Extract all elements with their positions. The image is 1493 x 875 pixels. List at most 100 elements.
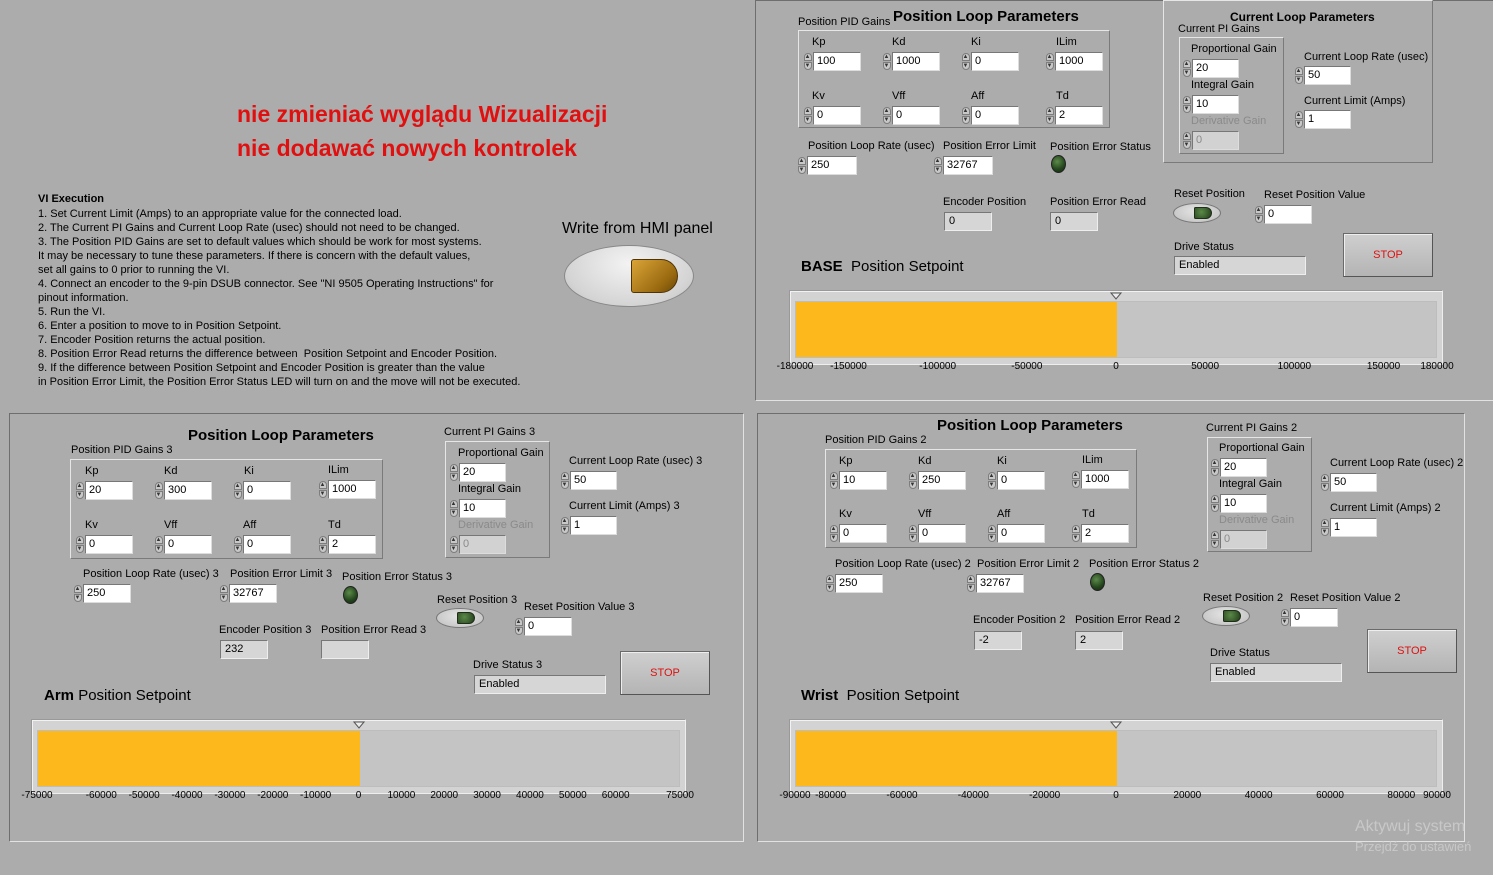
spinner-icon[interactable]: ▲ ▼: [987, 472, 996, 489]
base-reset-val-field[interactable]: ▲ ▼ 0: [1254, 205, 1312, 224]
write-hmi-toggle-button[interactable]: [564, 245, 694, 307]
spinner-icon[interactable]: ▲ ▼: [961, 53, 970, 70]
spinner-icon[interactable]: ▲ ▼: [233, 536, 242, 553]
spinner-icon[interactable]: ▲ ▼: [449, 500, 458, 517]
wrist-kd-field[interactable]: ▲ ▼ 250: [908, 471, 966, 490]
spinner-icon[interactable]: ▲ ▼: [825, 575, 834, 592]
arm-td-field[interactable]: ▲ ▼ 2: [318, 535, 376, 554]
wrist-ki-field[interactable]: ▲ ▼ 0: [987, 471, 1045, 490]
spinner-icon[interactable]: ▲ ▼: [1294, 67, 1303, 84]
spinner-icon[interactable]: ▲ ▼: [514, 618, 523, 635]
spinner-icon[interactable]: ▲ ▼: [154, 536, 163, 553]
base-stop-button[interactable]: STOP: [1343, 233, 1433, 277]
wrist-stop-button[interactable]: STOP: [1367, 629, 1457, 673]
spinner-icon[interactable]: ▲ ▼: [803, 107, 812, 124]
spinner-icon[interactable]: ▲ ▼: [987, 525, 996, 542]
arm-setpoint-slider[interactable]: -75000 -60000 -50000 -40000 -30000 -20000 -100…: [21, 719, 694, 801]
spinner-icon[interactable]: ▲ ▼: [560, 472, 569, 489]
base-int-gain-field[interactable]: ▲ ▼ 10: [1182, 95, 1239, 114]
slider-thumb-icon[interactable]: [352, 721, 365, 729]
arm-loop-rate-field[interactable]: ▲ ▼ 250: [73, 584, 131, 603]
spinner-icon[interactable]: ▲ ▼: [882, 107, 891, 124]
wrist-err-limit-field[interactable]: ▲ ▼ 32767: [966, 574, 1024, 593]
spinner-icon[interactable]: ▲ ▼: [73, 585, 82, 602]
base-setpoint-slider[interactable]: -180000 -150000 -100000 -50000 0 50000 100000 1…: [777, 290, 1454, 372]
arm-kv-field[interactable]: ▲ ▼ 0: [75, 535, 133, 554]
wrist-aff-field[interactable]: ▲ ▼ 0: [987, 524, 1045, 543]
spinner-icon[interactable]: ▲ ▼: [75, 536, 84, 553]
spinner-icon[interactable]: ▲ ▼: [1254, 206, 1263, 223]
base-cur-rate-field[interactable]: ▲ ▼ 50: [1294, 66, 1351, 85]
arm-kp-field[interactable]: ▲ ▼ 20: [75, 481, 133, 500]
spinner-icon[interactable]: ▲ ▼: [1045, 107, 1054, 124]
spinner-icon[interactable]: ▲ ▼: [219, 585, 228, 602]
spinner-icon[interactable]: ▲ ▼: [1210, 495, 1219, 512]
arm-kd-field[interactable]: ▲ ▼ 300: [154, 481, 212, 500]
arm-ilim-field[interactable]: ▲ ▼ 1000: [318, 480, 376, 499]
spinner-icon[interactable]: ▲ ▼: [1320, 519, 1329, 536]
wrist-vff-field[interactable]: ▲ ▼ 0: [908, 524, 966, 543]
wrist-cur-rate-field[interactable]: ▲ ▼ 50: [1320, 473, 1377, 492]
base-loop-rate-field[interactable]: ▲ ▼ 250: [797, 156, 857, 175]
slider-thumb-icon[interactable]: [1110, 721, 1122, 729]
wrist-prop-gain-field[interactable]: ▲ ▼ 20: [1210, 458, 1267, 477]
base-err-limit-field[interactable]: ▲ ▼ 32767: [933, 156, 993, 175]
spinner-icon[interactable]: ▲ ▼: [961, 107, 970, 124]
base-kv-field[interactable]: ▲ ▼ 0: [803, 106, 861, 125]
spinner-icon[interactable]: ▲ ▼: [560, 517, 569, 534]
wrist-setpoint-slider[interactable]: -90000 -80000 -60000 -40000 -20000 0 20000 4000…: [779, 719, 1451, 801]
spinner-icon[interactable]: ▲ ▼: [318, 536, 327, 553]
spinner-icon[interactable]: ▲ ▼: [908, 525, 917, 542]
arm-vff-field[interactable]: ▲ ▼ 0: [154, 535, 212, 554]
wrist-int-gain-field[interactable]: ▲ ▼ 10: [1210, 494, 1267, 513]
spinner-icon[interactable]: ▲ ▼: [1294, 111, 1303, 128]
base-kp-field[interactable]: ▲ ▼ 100: [803, 52, 861, 71]
base-ilim-field[interactable]: ▲ ▼ 1000: [1045, 52, 1103, 71]
arm-reset-pos-toggle[interactable]: [436, 608, 484, 628]
arm-cur-limit-field[interactable]: ▲ ▼ 1: [560, 516, 617, 535]
base-cur-limit-field[interactable]: ▲ ▼ 1: [1294, 110, 1351, 129]
spinner-icon[interactable]: ▲ ▼: [1320, 474, 1329, 491]
arm-reset-val-field[interactable]: ▲ ▼ 0: [514, 617, 572, 636]
spinner-icon[interactable]: ▲ ▼: [1045, 53, 1054, 70]
spinner-icon[interactable]: ▲ ▼: [154, 482, 163, 499]
spinner-icon[interactable]: ▲ ▼: [933, 157, 942, 174]
arm-stop-button[interactable]: STOP: [620, 651, 710, 695]
spinner-icon[interactable]: ▲ ▼: [1182, 60, 1191, 77]
arm-int-gain-field[interactable]: ▲ ▼ 10: [449, 499, 506, 518]
spinner-icon[interactable]: ▲ ▼: [882, 53, 891, 70]
wrist-kp-field[interactable]: ▲ ▼ 10: [829, 471, 887, 490]
spinner-icon[interactable]: ▲ ▼: [1071, 525, 1080, 542]
base-reset-pos-toggle[interactable]: [1173, 203, 1221, 223]
arm-prop-gain-field[interactable]: ▲ ▼ 20: [449, 463, 506, 482]
arm-cur-rate-field[interactable]: ▲ ▼ 50: [560, 471, 617, 490]
arm-aff-field[interactable]: ▲ ▼ 0: [233, 535, 291, 554]
base-prop-gain-field[interactable]: ▲ ▼ 20: [1182, 59, 1239, 78]
spinner-icon[interactable]: ▲ ▼: [75, 482, 84, 499]
spinner-icon[interactable]: ▲ ▼: [318, 481, 327, 498]
spinner-icon[interactable]: ▲ ▼: [449, 464, 458, 481]
spinner-icon[interactable]: ▲ ▼: [1210, 459, 1219, 476]
wrist-kv-field[interactable]: ▲ ▼ 0: [829, 524, 887, 543]
arm-err-limit-field[interactable]: ▲ ▼ 32767: [219, 584, 277, 603]
base-td-field[interactable]: ▲ ▼ 2: [1045, 106, 1103, 125]
spinner-icon[interactable]: ▲ ▼: [1182, 96, 1191, 113]
spinner-icon[interactable]: ▲ ▼: [829, 472, 838, 489]
spinner-icon[interactable]: ▲ ▼: [797, 157, 806, 174]
wrist-loop-rate-field[interactable]: ▲ ▼ 250: [825, 574, 883, 593]
wrist-reset-val-field[interactable]: ▲ ▼ 0: [1280, 608, 1338, 627]
spinner-icon[interactable]: ▲ ▼: [966, 575, 975, 592]
spinner-icon[interactable]: ▲ ▼: [1071, 471, 1080, 488]
spinner-icon[interactable]: ▲ ▼: [829, 525, 838, 542]
slider-thumb-icon[interactable]: [1110, 292, 1122, 300]
base-vff-field[interactable]: ▲ ▼ 0: [882, 106, 940, 125]
spinner-icon[interactable]: ▲ ▼: [803, 53, 812, 70]
base-ki-field[interactable]: ▲ ▼ 0: [961, 52, 1019, 71]
base-kd-field[interactable]: ▲ ▼ 1000: [882, 52, 940, 71]
wrist-reset-pos-toggle[interactable]: [1202, 606, 1250, 626]
spinner-icon[interactable]: ▲ ▼: [233, 482, 242, 499]
arm-ki-field[interactable]: ▲ ▼ 0: [233, 481, 291, 500]
wrist-ilim-field[interactable]: ▲ ▼ 1000: [1071, 470, 1129, 489]
spinner-icon[interactable]: ▲ ▼: [1280, 609, 1289, 626]
wrist-td-field[interactable]: ▲ ▼ 2: [1071, 524, 1129, 543]
